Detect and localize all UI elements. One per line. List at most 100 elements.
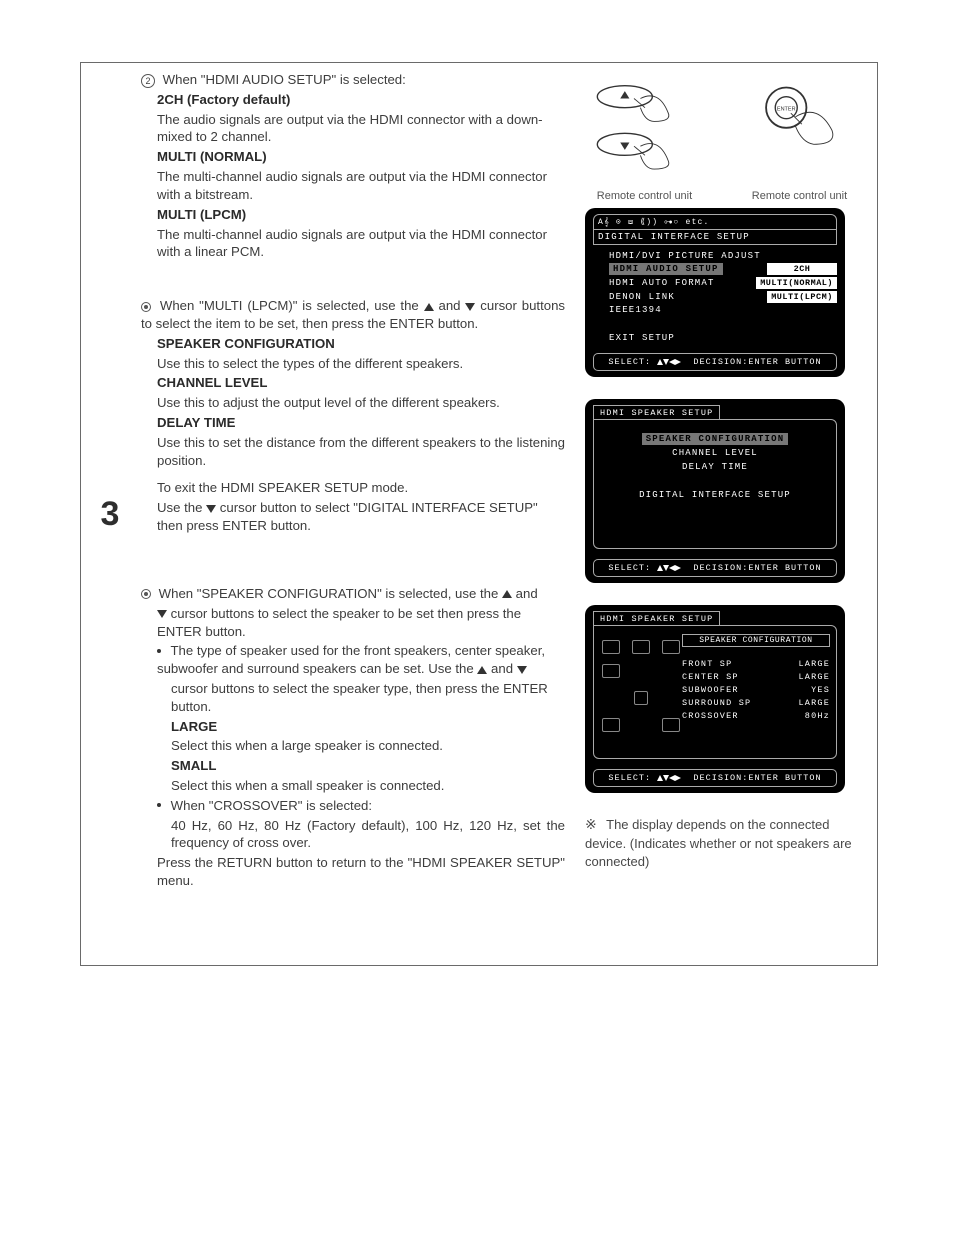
osd3-r0-l: FRONT SP [682, 659, 732, 669]
osd3-sp-icons [600, 634, 682, 734]
speaker-icon [662, 640, 680, 654]
speaker-icon [632, 640, 650, 654]
speaker-icon [662, 718, 680, 732]
osd-screen-3: HDMI SPEAKER SETUP [585, 605, 845, 793]
step-column: 3 [81, 63, 139, 965]
bullet-1-cont: cursor buttons to select the speaker typ… [141, 680, 565, 716]
speaker-icon [634, 691, 648, 705]
osd2-tab: HDMI SPEAKER SETUP [593, 405, 720, 420]
lpcm-a: When "MULTI (LPCM)" is selected, use the [160, 298, 424, 313]
remote-caption-2: Remote control unit [740, 190, 859, 202]
remote-enter-block: ENTER Remote control unit [740, 71, 859, 202]
spk-c: cursor buttons to select the speaker to … [157, 606, 521, 639]
intro-text: When "HDMI AUDIO SETUP" is selected: [163, 72, 406, 87]
lpcm-b: and [439, 298, 466, 313]
remote-arrows-icon [589, 71, 701, 181]
osd1-iconbar: A𝄞 ⊙ ⧈ ⟪)) ⊶○ etc. [593, 214, 837, 230]
step-number: 3 [101, 495, 120, 534]
lpcm-line: When "MULTI (LPCM)" is selected, use the… [141, 297, 565, 333]
spk-config-line2: cursor buttons to select the speaker to … [141, 605, 565, 641]
note-star-icon: ※ [585, 816, 597, 832]
osd2-footer: SELECT: DECISION:ENTER BUTTON [593, 559, 837, 577]
osd3-r1-v: LARGE [798, 672, 830, 682]
down-arrow-icon [157, 610, 167, 618]
osd3-tab: HDMI SPEAKER SETUP [593, 611, 720, 626]
para-multi-lpcm: The multi-channel audio signals are outp… [157, 226, 565, 262]
osd3-body: SPEAKER CONFIGURATION FRONT SPLARGE CENT… [593, 625, 837, 759]
para-channel-level: Use this to adjust the output level of t… [157, 394, 565, 412]
para-multi-normal: The multi-channel audio signals are outp… [157, 168, 565, 204]
bullet-1: The type of speaker used for the front s… [141, 642, 565, 678]
osd2-item-1: CHANNEL LEVEL [600, 448, 830, 458]
remote-illustrations: Remote control unit ENTER Remote control… [585, 71, 859, 202]
osd1-val-3: MULTI(LPCM) [767, 291, 837, 303]
osd1-item-1: HDMI AUDIO SETUP [609, 263, 723, 275]
heading-channel-level: CHANNEL LEVEL [157, 374, 565, 392]
heading-multi-lpcm: MULTI (LPCM) [157, 206, 565, 224]
osd1-val-2: MULTI(NORMAL) [756, 277, 837, 289]
spk-b: and [516, 586, 538, 601]
down-arrow-icon [206, 505, 216, 513]
heading-2ch: 2CH (Factory default) [157, 91, 565, 109]
osd1-icons: A𝄞 ⊙ ⧈ ⟪)) ⊶○ etc. [598, 217, 709, 227]
osd2-extra: DIGITAL INTERFACE SETUP [600, 490, 830, 500]
osd3-r2-l: SUBWOOFER [682, 685, 739, 695]
osd2-item-0: SPEAKER CONFIGURATION [642, 433, 789, 445]
para-small: Select this when a small speaker is conn… [171, 777, 565, 795]
osd3-r0-v: LARGE [798, 659, 830, 669]
osd1-val-1: 2CH [767, 263, 837, 275]
up-arrow-icon [424, 303, 434, 311]
speaker-icon [602, 664, 620, 678]
osd-screen-2: HDMI SPEAKER SETUP SPEAKER CONFIGURATION… [585, 399, 845, 583]
speaker-icon [602, 718, 620, 732]
osd1-footer: SELECT: DECISION:ENTER BUTTON [593, 353, 837, 371]
circled-num-icon: 2 [141, 74, 155, 88]
heading-multi-normal: MULTI (NORMAL) [157, 148, 565, 166]
spk-config-line: When "SPEAKER CONFIGURATION" is selected… [141, 585, 565, 603]
bullet-icon [157, 649, 161, 653]
bullet-2: When "CROSSOVER" is selected: [141, 797, 565, 815]
osd1-item-3: DENON LINK [609, 292, 675, 302]
bul2a: When "CROSSOVER" is selected: [171, 798, 372, 813]
para-delay-time: Use this to set the distance from the di… [157, 434, 565, 470]
osd-screen-1: A𝄞 ⊙ ⧈ ⟪)) ⊶○ etc. DIGITAL INTERFACE SET… [585, 208, 845, 377]
bullet-2-cont: 40 Hz, 60 Hz, 80 Hz (Factory default), 1… [141, 817, 565, 853]
osd3-r3-l: SURROUND SP [682, 698, 751, 708]
dot-bullet-icon [141, 589, 151, 599]
osd1-exit: EXIT SETUP [609, 333, 675, 343]
para-large: Select this when a large speaker is conn… [171, 737, 565, 755]
speaker-icon [602, 640, 620, 654]
exit-line2: Use the cursor button to select "DIGITAL… [157, 499, 565, 535]
para-spk-config: Use this to select the types of the diff… [157, 355, 565, 373]
bul1a: The type of speaker used for the front s… [157, 643, 545, 676]
exit2a: Use the [157, 500, 206, 515]
up-arrow-icon [502, 590, 512, 598]
note-text: The display depends on the connected dev… [585, 817, 852, 869]
remote-arrows-block: Remote control unit [585, 71, 704, 202]
spk-a: When "SPEAKER CONFIGURATION" is selected… [159, 586, 502, 601]
heading-large: LARGE [171, 718, 565, 736]
osd1-item-0: HDMI/DVI PICTURE ADJUST [609, 251, 761, 261]
osd3-r3-v: LARGE [798, 698, 830, 708]
heading-delay-time: DELAY TIME [157, 414, 565, 432]
right-column: Remote control unit ENTER Remote control… [579, 63, 859, 965]
content-columns: 2 When "HDMI AUDIO SETUP" is selected: 2… [139, 63, 877, 965]
heading-small: SMALL [171, 757, 565, 775]
page: 3 2 When "HDMI AUDIO SETUP" is selected:… [0, 0, 954, 1237]
remote-enter-icon: ENTER [744, 71, 856, 181]
osd2-item-2: DELAY TIME [600, 462, 830, 472]
footnote: ※ The display depends on the connected d… [585, 815, 859, 871]
osd3-footer: SELECT: DECISION:ENTER BUTTON [593, 769, 837, 787]
osd3-r2-v: YES [811, 685, 830, 695]
intro-line: 2 When "HDMI AUDIO SETUP" is selected: [141, 71, 565, 89]
osd3-subtitle: SPEAKER CONFIGURATION [682, 634, 830, 647]
dot-bullet-icon [141, 302, 151, 312]
heading-spk-config: SPEAKER CONFIGURATION [157, 335, 565, 353]
svg-text:ENTER: ENTER [776, 106, 795, 112]
osd3-r4-l: CROSSOVER [682, 711, 739, 721]
bullet-icon [157, 803, 161, 807]
return-line: Press the RETURN button to return to the… [141, 854, 565, 890]
left-column: 2 When "HDMI AUDIO SETUP" is selected: 2… [139, 63, 579, 965]
osd1-menu: HDMI/DVI PICTURE ADJUST HDMI AUDIO SETUP… [593, 251, 837, 343]
osd1-item-4: IEEE1394 [609, 305, 662, 315]
